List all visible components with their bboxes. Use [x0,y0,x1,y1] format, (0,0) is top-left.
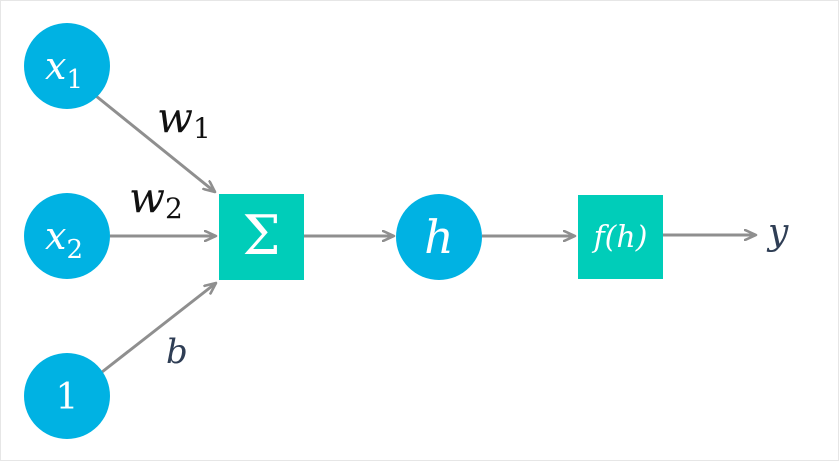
input-node-x2: x2 [24,193,110,279]
h-node-circle [396,194,482,280]
activation-node-box [578,195,663,279]
x2-label: x [45,214,66,258]
svg-text:w1: w1 [157,93,211,145]
activation-label: f(h) [592,220,648,255]
x2-subscript: 2 [66,235,83,265]
h-label: h [424,210,454,264]
bias-input-node: 1 [24,353,110,439]
h-node: h [396,194,482,280]
w1-label: w [157,93,193,142]
sigma-symbol: Σ [242,204,280,267]
edge-x1-to-sum [95,94,215,192]
svg-text:w2: w2 [129,173,183,225]
x1-subscript: 1 [66,65,83,95]
input-node-x1: x1 [24,23,110,109]
sum-node-box [219,194,304,280]
input-node-x1-circle [24,23,110,109]
w1-subscript: 1 [193,112,211,145]
bias-input-node-circle [24,353,110,439]
svg-text:x2: x2 [45,214,83,265]
edges [95,94,756,374]
w2-label: w [129,173,165,222]
svg-text:x1: x1 [45,44,83,95]
output-y-label: y [766,212,789,253]
edge-bias-to-sum [101,283,216,374]
x1-label: x [45,44,66,88]
input-node-x2-circle [24,193,110,279]
activation-node: f(h) [578,195,663,279]
w2-subscript: 2 [165,192,183,225]
bias-label: b [166,332,188,372]
sum-node: Σ [219,194,304,280]
bias-input-label: 1 [56,377,79,418]
